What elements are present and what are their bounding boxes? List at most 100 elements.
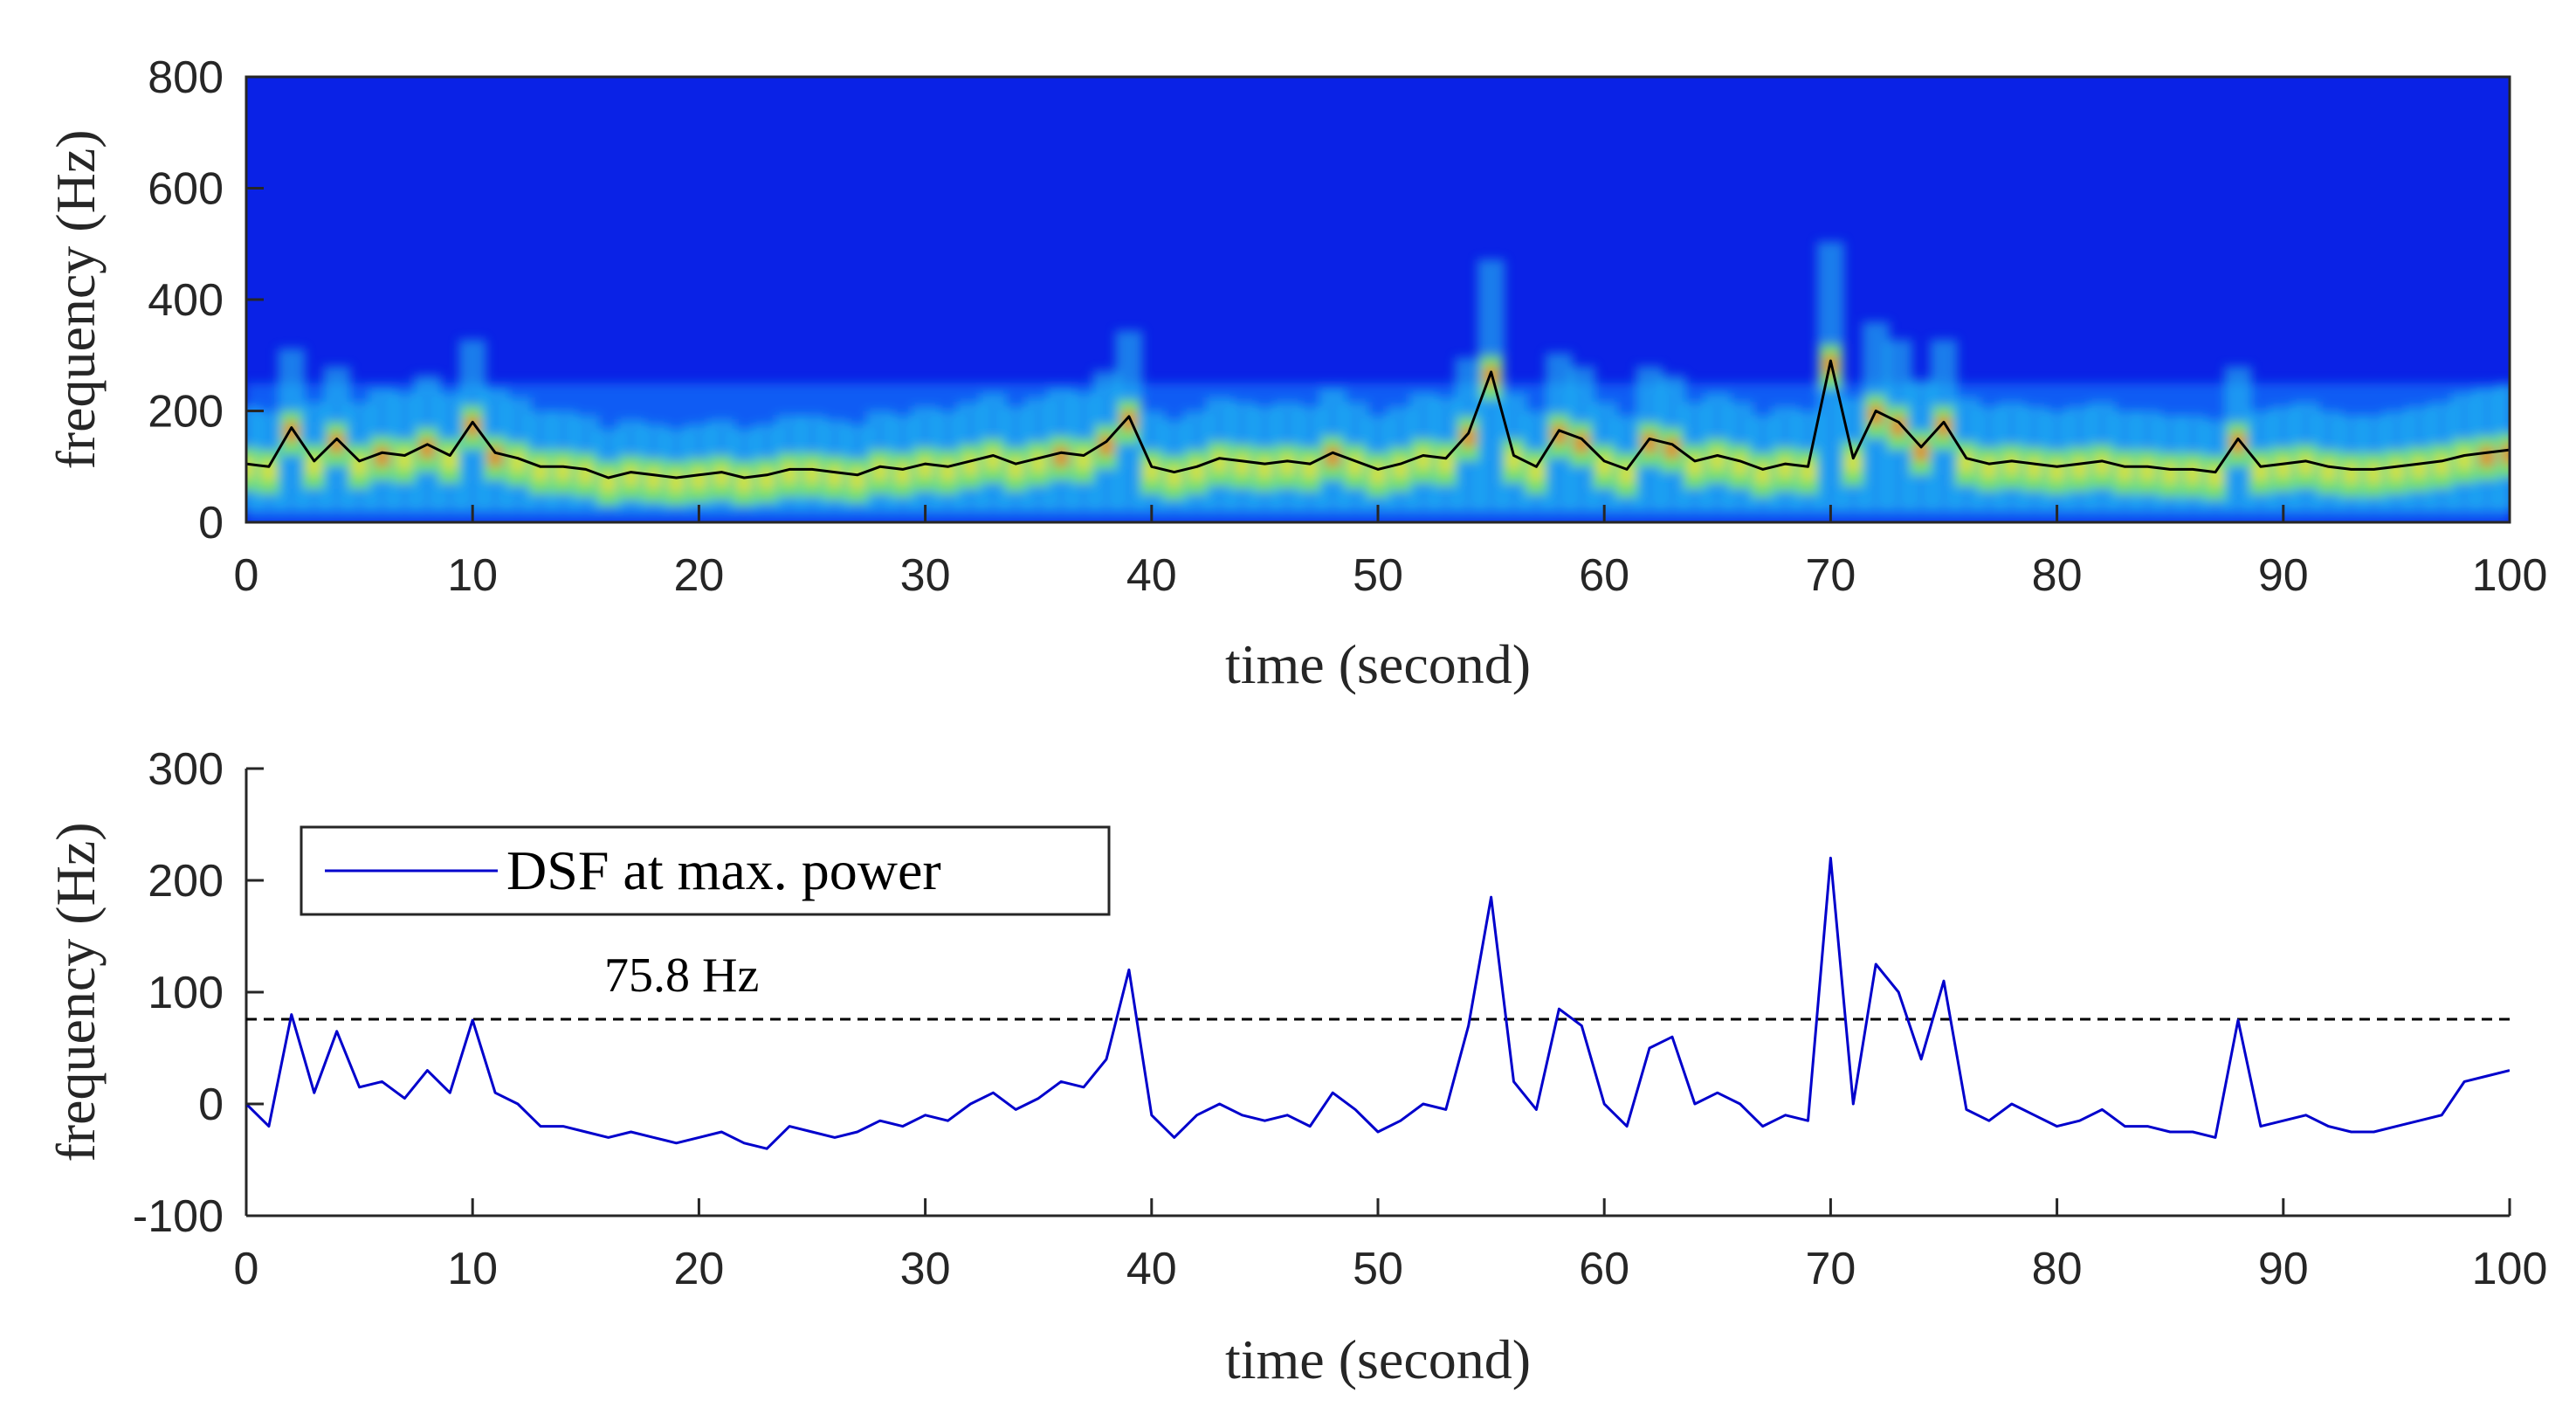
x-axis-label: time (second) bbox=[1225, 633, 1531, 695]
y-tick-label: 400 bbox=[148, 275, 224, 326]
legend-label: DSF at max. power bbox=[506, 839, 941, 901]
x-tick-label: 30 bbox=[900, 550, 951, 601]
heat-cell bbox=[1053, 446, 1070, 467]
x-tick-label: 10 bbox=[447, 1244, 498, 1294]
heat-cell bbox=[2003, 455, 2020, 475]
heat-cell bbox=[1415, 450, 1431, 470]
heat-cell bbox=[487, 446, 504, 467]
heat-cell bbox=[1641, 433, 1658, 453]
y-tick-label: 200 bbox=[148, 387, 224, 438]
heat-cell bbox=[2275, 458, 2291, 478]
heat-cell bbox=[1935, 416, 1953, 437]
heat-cell bbox=[2411, 458, 2428, 478]
dsf-series-line bbox=[246, 856, 2510, 1150]
heat-cell bbox=[2252, 460, 2269, 481]
heat-cell bbox=[2049, 460, 2065, 481]
x-tick-label: 100 bbox=[2472, 1244, 2548, 1294]
heat-cell bbox=[2139, 460, 2156, 481]
heat-cell bbox=[328, 433, 345, 453]
y-tick-label: 100 bbox=[148, 968, 224, 1018]
heat-cell bbox=[2207, 466, 2224, 486]
heat-cell bbox=[691, 469, 707, 489]
heat-cell bbox=[1596, 455, 1613, 475]
heat-cell bbox=[645, 469, 662, 489]
heat-cell bbox=[465, 416, 481, 437]
heat-cell bbox=[1098, 436, 1115, 456]
heat-cell bbox=[2026, 458, 2042, 478]
x-tick-label: 0 bbox=[234, 550, 259, 601]
heat-cell bbox=[554, 460, 571, 481]
heat-cell bbox=[1958, 452, 1974, 472]
heat-cell bbox=[1325, 446, 1341, 467]
heat-cell bbox=[2456, 450, 2473, 470]
x-tick-label: 10 bbox=[447, 550, 498, 601]
heat-cell bbox=[2071, 458, 2088, 478]
heat-cell bbox=[1777, 458, 1794, 478]
heat-cell bbox=[803, 464, 821, 484]
heat-cell bbox=[917, 458, 933, 478]
reference-line-label: 75.8 Hz bbox=[604, 948, 759, 1003]
x-tick-label: 80 bbox=[2032, 550, 2083, 601]
heat-cell bbox=[1505, 450, 1522, 470]
heat-cell bbox=[2343, 464, 2359, 484]
series-line bbox=[246, 856, 2510, 1150]
heat-cell bbox=[374, 446, 390, 467]
x-tick-label: 70 bbox=[1805, 1244, 1856, 1294]
y-ticks: -100 0 100 200 300 bbox=[133, 744, 264, 1242]
heat-cell bbox=[1257, 458, 1273, 478]
heat-cell bbox=[2366, 464, 2382, 484]
heat-cell bbox=[1913, 441, 1930, 461]
x-tick-label: 50 bbox=[1353, 1244, 1403, 1294]
heat-cell bbox=[1709, 450, 1725, 470]
heat-cell bbox=[1279, 455, 1296, 475]
heat-cell bbox=[260, 460, 277, 481]
heat-cell bbox=[623, 466, 639, 486]
spectrogram-chart: 0 10 20 30 40 50 60 70 80 90 100 0 200 400 600 800 tim… bbox=[45, 52, 2547, 695]
x-tick-label: 70 bbox=[1805, 550, 1856, 601]
heat-cell bbox=[2185, 464, 2201, 484]
heat-cell bbox=[2479, 446, 2496, 467]
x-tick-label: 40 bbox=[1126, 1244, 1177, 1294]
heat-cell bbox=[306, 455, 322, 475]
heat-cell bbox=[2162, 464, 2179, 484]
heat-cell bbox=[1437, 452, 1454, 472]
y-tick-label: -100 bbox=[133, 1191, 224, 1242]
y-tick-label: 0 bbox=[198, 498, 224, 548]
x-tick-label: 100 bbox=[2472, 550, 2548, 601]
x-tick-label: 30 bbox=[900, 1244, 951, 1294]
x-tick-label: 60 bbox=[1579, 1244, 1629, 1294]
x-axis-label: time (second) bbox=[1225, 1328, 1531, 1390]
x-tick-label: 40 bbox=[1126, 550, 1177, 601]
x-ticks: 0 10 20 30 40 50 60 70 80 90 100 bbox=[234, 1198, 2548, 1294]
x-tick-label: 90 bbox=[2258, 550, 2309, 601]
x-tick-label: 20 bbox=[673, 1244, 724, 1294]
heat-cell bbox=[1211, 452, 1228, 472]
heat-cell bbox=[871, 460, 888, 481]
series-line bbox=[246, 359, 2510, 479]
heat-cell bbox=[826, 466, 843, 486]
heat-cell bbox=[2388, 460, 2405, 481]
heat-cell bbox=[713, 466, 730, 486]
heat-cell bbox=[1234, 455, 1250, 475]
spectrogram-heat bbox=[246, 241, 2510, 522]
x-tick-label: 0 bbox=[234, 1244, 259, 1294]
heat-cell bbox=[2501, 444, 2510, 465]
heat-cell bbox=[419, 438, 436, 459]
heat-cell bbox=[668, 472, 685, 492]
heat-cell bbox=[1143, 460, 1160, 481]
x-tick-label: 20 bbox=[673, 550, 724, 601]
y-axis-label: frequency (Hz) bbox=[45, 822, 107, 1162]
x-tick-label: 60 bbox=[1579, 550, 1629, 601]
legend: DSF at max. power bbox=[300, 825, 1111, 916]
y-ticks: 0 200 400 600 800 bbox=[148, 52, 264, 548]
heat-cell bbox=[985, 450, 1002, 470]
y-tick-label: 600 bbox=[148, 164, 224, 215]
x-tick-label: 80 bbox=[2032, 1244, 2083, 1294]
y-tick-label: 200 bbox=[148, 856, 224, 907]
max-power-line bbox=[246, 359, 2510, 479]
y-axis-label: frequency (Hz) bbox=[45, 129, 107, 469]
heat-cell bbox=[246, 458, 255, 478]
x-tick-label: 50 bbox=[1353, 550, 1403, 601]
